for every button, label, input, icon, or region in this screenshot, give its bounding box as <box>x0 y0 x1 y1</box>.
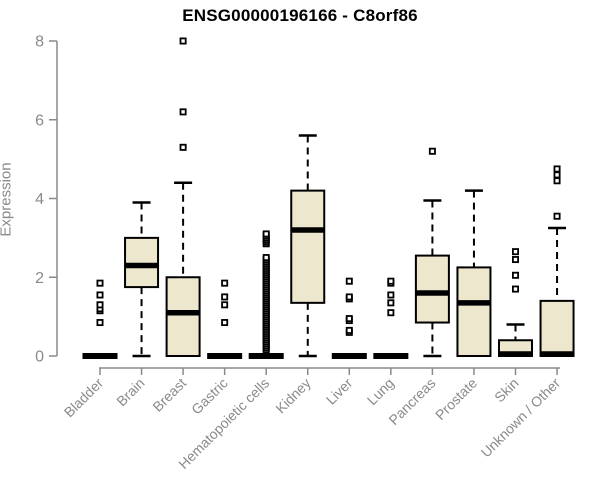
outlier-point <box>387 299 395 307</box>
outlier-point <box>179 108 187 116</box>
outlier-point <box>553 165 561 173</box>
x-tick-label: Skin <box>491 375 522 406</box>
box <box>414 254 450 324</box>
outlier-point <box>262 254 270 262</box>
outlier-point <box>512 285 520 293</box>
outlier-point <box>345 326 353 334</box>
box <box>290 189 326 304</box>
x-tick-label: Kidney <box>272 375 314 417</box>
collapsed-box-median <box>331 353 367 359</box>
x-tick-label: Bladder <box>61 375 107 421</box>
x-tick-label: Brain <box>113 375 147 409</box>
outlier-point <box>387 291 395 299</box>
outlier-point <box>221 293 229 301</box>
y-tick-label: 8 <box>35 34 44 51</box>
outlier-point <box>179 37 187 45</box>
y-tick-label: 0 <box>35 349 44 366</box>
collapsed-box-median <box>248 353 284 359</box>
x-tick-label: Liver <box>323 375 356 408</box>
outlier-point <box>512 248 520 256</box>
outlier-point <box>221 319 229 327</box>
box <box>124 236 160 289</box>
collapsed-box-median <box>82 353 118 359</box>
outlier-point <box>553 212 561 220</box>
outlier-point <box>221 279 229 287</box>
outlier-point <box>179 143 187 151</box>
collapsed-box-median <box>373 353 409 359</box>
outlier-point <box>262 230 270 238</box>
y-tick-label: 6 <box>35 112 44 129</box>
x-tick-label: Lung <box>364 375 397 408</box>
outlier-point <box>387 309 395 317</box>
outlier-point <box>553 177 561 185</box>
x-tick-label: Unknown / Other <box>478 375 564 461</box>
outlier-point <box>96 291 104 299</box>
outlier-point <box>512 256 520 264</box>
outlier-point <box>221 301 229 309</box>
collapsed-box-median <box>207 353 243 359</box>
outlier-point <box>96 319 104 327</box>
outlier-point <box>512 271 520 279</box>
outlier-point <box>96 301 104 309</box>
x-tick-label: Prostate <box>432 375 480 423</box>
y-tick-label: 2 <box>35 270 44 287</box>
x-tick-label: Breast <box>149 375 189 415</box>
outlier-point <box>96 279 104 287</box>
outlier-point <box>345 277 353 285</box>
chart-title: ENSG00000196166 - C8orf86 <box>182 6 418 25</box>
outlier-point <box>428 147 436 155</box>
y-tick-label: 4 <box>35 191 44 208</box>
box <box>456 266 492 357</box>
outlier-point <box>553 171 561 179</box>
box <box>539 299 575 357</box>
outlier-point <box>387 277 395 285</box>
box <box>165 276 201 357</box>
outlier-point <box>345 293 353 301</box>
outlier-point <box>345 315 353 323</box>
